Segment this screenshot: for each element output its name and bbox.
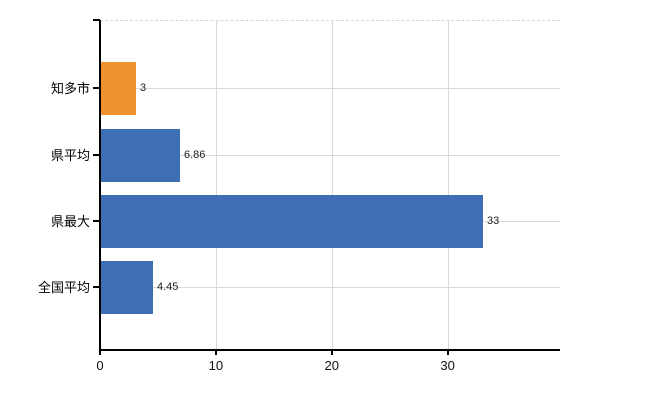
x-tick-10: [214, 349, 217, 355]
x-tick-label-30: 30: [440, 358, 455, 373]
category-label-0: 知多市: [50, 81, 90, 96]
category-label-2: 県最大: [50, 214, 90, 229]
gridline-vertical-30: [447, 20, 449, 349]
bar-value-label-0: 3: [140, 82, 147, 94]
category-label-3: 全国平均: [37, 280, 90, 295]
plot-area: [100, 20, 560, 349]
y-axis-line: [99, 20, 101, 355]
bar-value-label-3: 4.45: [157, 281, 179, 293]
gridline-horizontal-row3: [100, 287, 560, 288]
gridline-vertical-10: [215, 20, 217, 349]
bar-1: [101, 128, 180, 182]
x-tick-label-0: 0: [96, 358, 104, 373]
x-tick-label-20: 20: [324, 358, 339, 373]
y-tick-2: [93, 220, 100, 222]
gridline-vertical-20: [331, 20, 333, 349]
plot-top-border: [100, 20, 560, 21]
x-tick-label-10: 10: [208, 358, 224, 373]
y-tick-1: [93, 154, 100, 156]
y-tick-0: [93, 87, 100, 89]
category-label-1: 県平均: [50, 148, 90, 163]
gridline-horizontal-row1: [100, 155, 560, 156]
y-axis-top-tick: [93, 19, 100, 21]
bar-3: [101, 260, 153, 314]
bar-value-label-1: 6.86: [184, 149, 206, 161]
x-tick-20: [330, 349, 333, 355]
y-tick-3: [93, 286, 100, 288]
bar-2: [101, 194, 483, 248]
bar-value-label-2: 33: [487, 215, 500, 227]
gridline-horizontal-row0: [100, 88, 560, 89]
bar-0: [101, 61, 136, 115]
x-axis-line: [99, 349, 560, 351]
x-tick-30: [446, 349, 449, 355]
